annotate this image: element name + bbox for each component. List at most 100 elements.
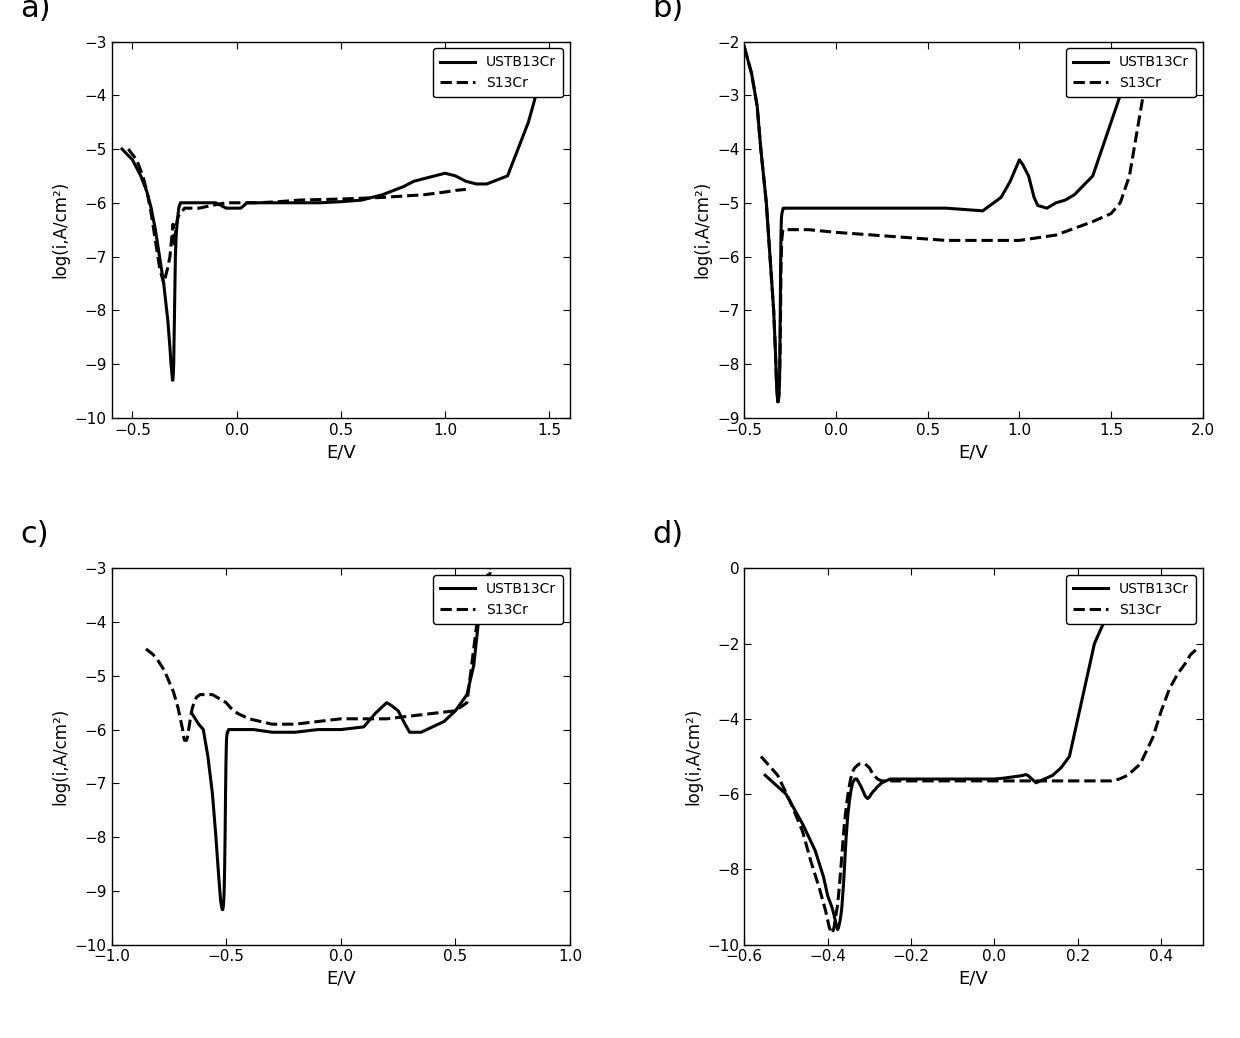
Line: S13Cr: S13Cr (128, 149, 466, 283)
S13Cr (165, 223, 180, 236)
S13Cr (770, 390, 785, 403)
USTB13Cr (1021, 169, 1035, 182)
X-axis label: E/V: E/V (326, 969, 356, 988)
S13Cr (176, 732, 191, 744)
S13Cr (153, 262, 167, 274)
S13Cr (754, 750, 769, 763)
S13Cr (210, 691, 224, 704)
S13Cr (176, 729, 191, 741)
USTB13Cr (773, 304, 787, 317)
S13Cr (179, 734, 193, 746)
USTB13Cr (771, 395, 786, 408)
USTB13Cr (167, 277, 182, 290)
S13Cr (1122, 169, 1137, 182)
S13Cr (759, 196, 774, 209)
S13Cr (175, 723, 190, 736)
S13Cr (448, 184, 463, 196)
S13Cr (769, 374, 784, 386)
S13Cr (425, 707, 440, 719)
S13Cr (1112, 196, 1127, 209)
S13Cr (161, 675, 176, 687)
Text: b): b) (652, 0, 684, 23)
USTB13Cr (828, 202, 843, 215)
Line: S13Cr: S13Cr (146, 569, 490, 740)
S13Cr (438, 186, 453, 198)
S13Cr (167, 240, 182, 252)
USTB13Cr (218, 788, 233, 800)
S13Cr (939, 235, 954, 247)
S13Cr (201, 688, 216, 701)
USTB13Cr (1003, 175, 1018, 188)
S13Cr (1085, 215, 1100, 227)
S13Cr (165, 228, 180, 241)
Y-axis label: log(i,A/cm²): log(i,A/cm²) (51, 181, 69, 278)
S13Cr (172, 208, 187, 220)
USTB13Cr (776, 202, 791, 215)
S13Cr (148, 235, 162, 247)
USTB13Cr (1012, 154, 1027, 166)
S13Cr (774, 304, 789, 317)
USTB13Cr (169, 228, 184, 241)
USTB13Cr (901, 202, 916, 215)
USTB13Cr (771, 390, 786, 403)
USTB13Cr (737, 40, 751, 53)
S13Cr (768, 347, 782, 359)
USTB13Cr (776, 202, 791, 215)
USTB13Cr (763, 250, 777, 263)
S13Cr (774, 235, 789, 247)
S13Cr (782, 795, 797, 808)
USTB13Cr (976, 204, 991, 217)
Legend: USTB13Cr, S13Cr: USTB13Cr, S13Cr (1066, 575, 1195, 624)
S13Cr (166, 218, 181, 230)
USTB13Cr (771, 385, 786, 398)
S13Cr (825, 927, 839, 939)
S13Cr (859, 760, 874, 772)
S13Cr (120, 143, 135, 156)
USTB13Cr (796, 202, 811, 215)
S13Cr (766, 304, 781, 317)
Line: USTB13Cr: USTB13Cr (122, 58, 549, 380)
S13Cr (160, 262, 175, 274)
S13Cr (169, 223, 184, 236)
S13Cr (192, 202, 207, 215)
S13Cr (356, 712, 371, 725)
S13Cr (1141, 62, 1156, 75)
S13Cr (379, 712, 394, 725)
S13Cr (877, 774, 892, 787)
USTB13Cr (542, 52, 557, 64)
S13Cr (471, 605, 486, 618)
USTB13Cr (781, 202, 796, 215)
USTB13Cr (775, 208, 790, 220)
S13Cr (166, 686, 181, 699)
USTB13Cr (215, 903, 229, 916)
USTB13Cr (789, 202, 804, 215)
S13Cr (754, 143, 769, 156)
USTB13Cr (750, 100, 765, 112)
S13Cr (1012, 235, 1027, 247)
S13Cr (773, 347, 787, 359)
S13Cr (763, 250, 777, 263)
USTB13Cr (1112, 89, 1127, 102)
S13Cr (135, 169, 150, 182)
USTB13Cr (164, 358, 179, 371)
S13Cr (828, 226, 843, 239)
S13Cr (170, 213, 185, 225)
USTB13Cr (911, 772, 926, 785)
S13Cr (750, 100, 765, 112)
S13Cr (334, 712, 348, 725)
USTB13Cr (775, 204, 790, 217)
S13Cr (156, 277, 171, 290)
S13Cr (976, 235, 991, 247)
S13Cr (129, 154, 144, 166)
USTB13Cr (770, 390, 785, 403)
S13Cr (192, 688, 207, 701)
S13Cr (771, 395, 786, 408)
S13Cr (229, 196, 244, 209)
S13Cr (777, 223, 792, 236)
Line: USTB13Cr: USTB13Cr (765, 606, 1120, 929)
S13Cr (162, 250, 177, 263)
USTB13Cr (754, 143, 769, 156)
S13Cr (774, 262, 789, 274)
S13Cr (144, 208, 159, 220)
S13Cr (460, 696, 475, 709)
